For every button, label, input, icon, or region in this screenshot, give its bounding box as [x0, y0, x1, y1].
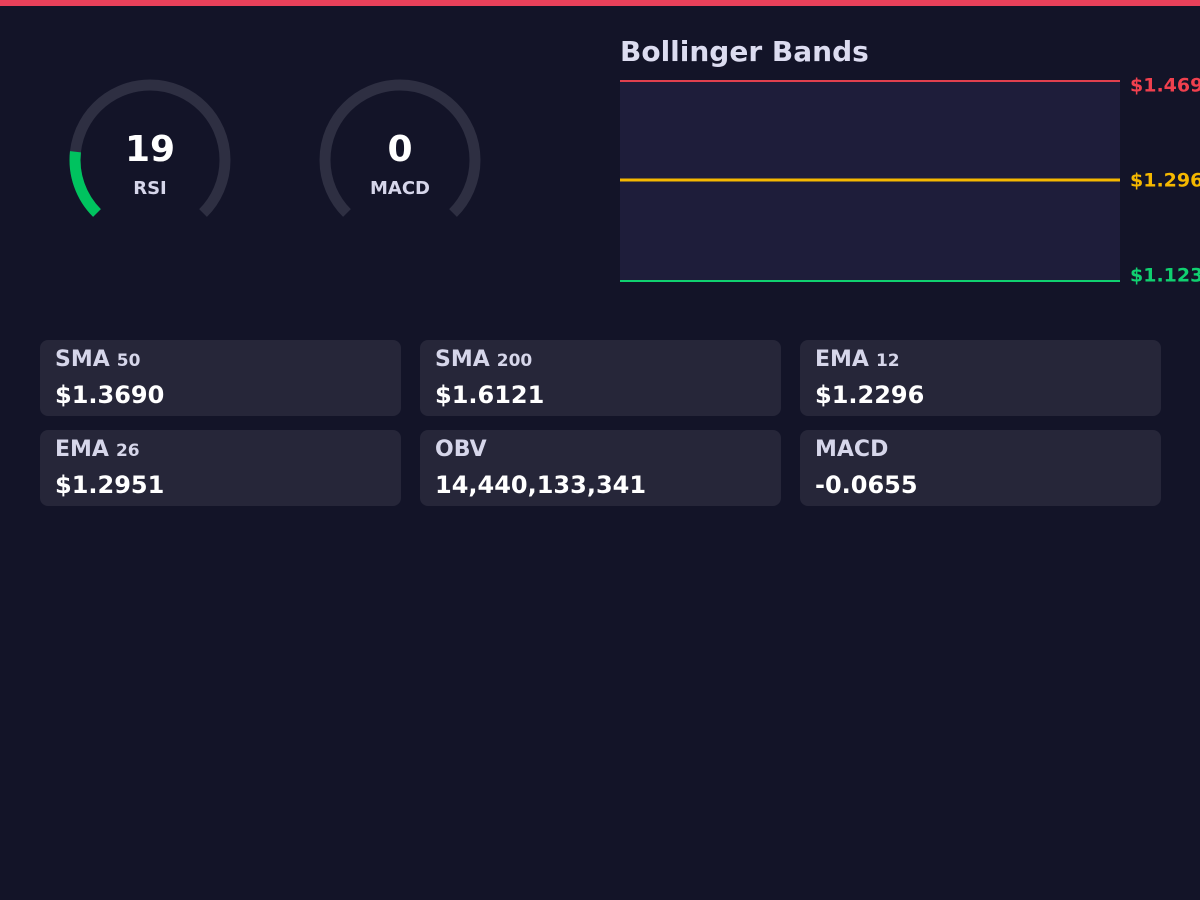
indicator-period: 26 [116, 441, 140, 461]
indicator-name: MACD [815, 437, 888, 462]
indicator-name-text: EMA [55, 437, 109, 462]
upper-label: $1.469 [1130, 75, 1200, 97]
indicator-card [420, 340, 781, 416]
indicator-name: EMA 26 [55, 437, 140, 462]
indicator-name: SMA 200 [435, 347, 532, 372]
indicator-card [420, 430, 781, 506]
indicator-card [40, 430, 401, 506]
indicator-value: -0.0655 [815, 471, 918, 499]
indicator-name-text: SMA [55, 347, 110, 372]
gauge-track [319, 79, 481, 217]
middle-label: $1.296 [1130, 170, 1200, 192]
indicator-value: $1.3690 [55, 381, 164, 409]
indicator-name-text: OBV [435, 437, 487, 462]
indicator-name: EMA 12 [815, 347, 900, 372]
bollinger-title: Bollinger Bands [620, 35, 869, 68]
indicator-card [800, 340, 1161, 416]
indicator-value: $1.2296 [815, 381, 924, 409]
indicator-card [40, 340, 401, 416]
gauge-label: RSI [133, 178, 167, 199]
indicator-value: 14,440,133,341 [435, 471, 646, 499]
indicator-period: 12 [876, 351, 900, 371]
gauge-value: 0 [387, 129, 412, 170]
indicator-period: 50 [117, 351, 141, 371]
indicator-name: OBV [435, 437, 487, 462]
indicator-name-text: SMA [435, 347, 490, 372]
lower-label: $1.123 [1130, 265, 1200, 287]
indicator-name-text: MACD [815, 437, 888, 462]
gauge-value: 19 [125, 129, 175, 170]
indicator-name: SMA 50 [55, 347, 141, 372]
indicator-value: $1.6121 [435, 381, 544, 409]
indicator-value: $1.2951 [55, 471, 164, 499]
indicator-name-text: EMA [815, 347, 869, 372]
indicator-period: 200 [497, 351, 533, 371]
gauge-fill [69, 151, 101, 217]
gauge-label: MACD [370, 178, 430, 199]
indicator-card [800, 430, 1161, 506]
top-bar [0, 0, 1200, 6]
